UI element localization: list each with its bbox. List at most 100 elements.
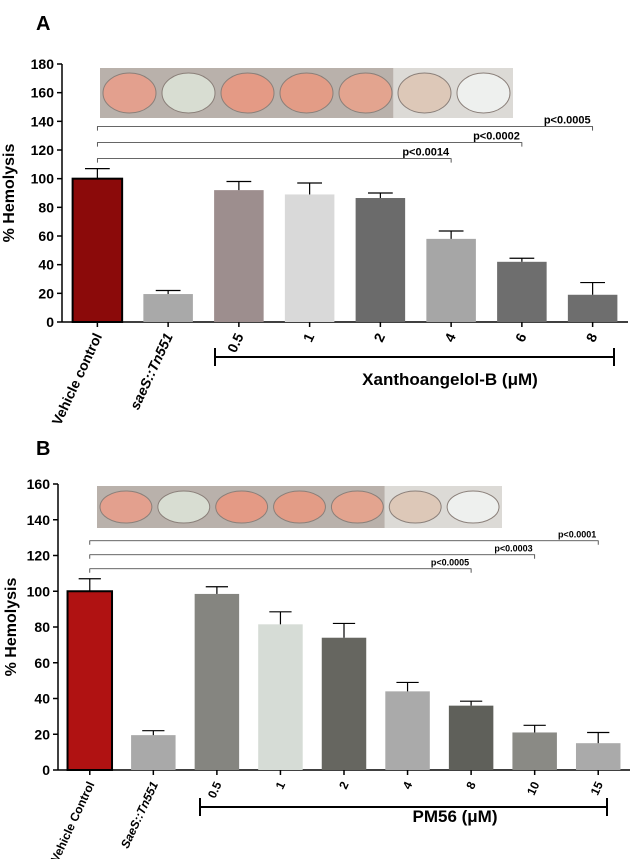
group-label: PM56 (μM) (412, 807, 497, 826)
well (279, 72, 334, 114)
y-tick-label: 60 (34, 655, 50, 671)
x-tick-label: 1 (273, 779, 289, 791)
error-bar (297, 182, 323, 195)
well (220, 72, 275, 114)
bar (143, 294, 193, 322)
x-tick-label: 8 (463, 779, 479, 791)
y-tick-label: 160 (31, 85, 55, 101)
significance-bracket (96, 158, 452, 163)
x-tick-label: 4 (400, 779, 416, 791)
bar (66, 590, 114, 771)
y-axis-label: % Hemolysis (1, 144, 18, 243)
bar (448, 705, 494, 770)
x-tick-label: saeS::Tn551 (126, 330, 175, 412)
y-tick-label: 80 (38, 199, 54, 215)
bar (426, 238, 476, 322)
bar (385, 691, 430, 770)
significance-bracket (96, 142, 523, 147)
y-tick-label: 140 (31, 113, 55, 129)
bar (258, 624, 303, 770)
error-bar (142, 730, 165, 736)
error-bar (332, 622, 356, 638)
bar (71, 177, 124, 323)
well (99, 490, 153, 524)
significance-bracket (89, 554, 536, 559)
bar (575, 743, 621, 770)
significance-bracket (89, 568, 472, 573)
y-tick-label: 140 (27, 512, 51, 528)
x-tick-label: Vehicle control (49, 331, 106, 428)
x-tick-label: 8 (583, 330, 601, 344)
y-tick-label: 20 (34, 726, 50, 742)
y-tick-label: 180 (31, 56, 55, 72)
p-value: p<0.0014 (402, 147, 450, 159)
error-bar (523, 724, 546, 733)
y-tick-label: 120 (27, 548, 51, 564)
bar (497, 261, 547, 322)
well (102, 72, 157, 114)
error-bar (269, 611, 292, 625)
x-tick-label: 1 (300, 330, 318, 344)
error-bar (459, 700, 483, 706)
bar (131, 735, 176, 770)
bar (567, 294, 618, 322)
y-tick-label: 0 (42, 762, 50, 778)
group-bracket (199, 798, 608, 816)
p-value: p<0.0005 (431, 558, 469, 568)
error-bar (226, 180, 252, 191)
well (215, 490, 269, 524)
error-bar (509, 257, 535, 262)
p-value: p<0.0002 (473, 131, 520, 143)
bar (321, 637, 367, 770)
group-label: Xanthoangelol-B (μM) (362, 370, 538, 389)
x-tick-label: 6 (512, 330, 530, 344)
y-tick-label: 120 (31, 142, 55, 158)
well (338, 72, 393, 114)
bar (284, 194, 335, 322)
x-tick-label: Vehicle Control (48, 779, 98, 859)
x-tick-label: 2 (336, 779, 352, 791)
well (161, 72, 216, 114)
panel-label: B (36, 438, 50, 460)
y-tick-label: 80 (34, 619, 50, 635)
p-value: p<0.0001 (558, 530, 596, 540)
error-bar (580, 281, 606, 295)
y-tick-label: 160 (27, 476, 51, 492)
error-bar (438, 230, 464, 239)
x-tick-label: 10 (524, 779, 542, 797)
error-bar (367, 192, 393, 199)
error-bar (155, 289, 181, 295)
group-bracket (214, 348, 615, 366)
x-tick-label: 0.5 (205, 779, 225, 800)
y-tick-label: 20 (38, 285, 54, 301)
error-bar (396, 681, 419, 692)
p-value: p<0.0003 (494, 544, 532, 554)
y-tick-label: 60 (38, 228, 54, 244)
y-tick-label: 100 (31, 171, 55, 187)
error-bar (587, 731, 610, 744)
x-tick-label: 2 (370, 330, 388, 344)
x-tick-label: 0.5 (224, 330, 247, 355)
significance-bracket (96, 126, 594, 131)
error-bar (205, 586, 229, 594)
x-tick-label: 4 (441, 330, 459, 344)
y-tick-label: 0 (46, 314, 54, 330)
bar (194, 593, 240, 770)
well (330, 490, 384, 524)
y-tick-label: 40 (38, 257, 54, 273)
y-axis-label: % Hemolysis (3, 578, 20, 677)
well (397, 72, 452, 114)
bar (355, 198, 406, 322)
error-bar (84, 168, 110, 179)
well (456, 72, 511, 114)
error-bar (78, 578, 101, 592)
well (446, 490, 500, 524)
bar (512, 732, 557, 770)
x-tick-label: 15 (588, 779, 606, 797)
well (388, 490, 442, 524)
x-tick-label: SaeS::Tn551 (118, 779, 161, 850)
y-tick-label: 40 (34, 691, 50, 707)
significance-bracket (89, 540, 599, 545)
well (157, 490, 211, 524)
